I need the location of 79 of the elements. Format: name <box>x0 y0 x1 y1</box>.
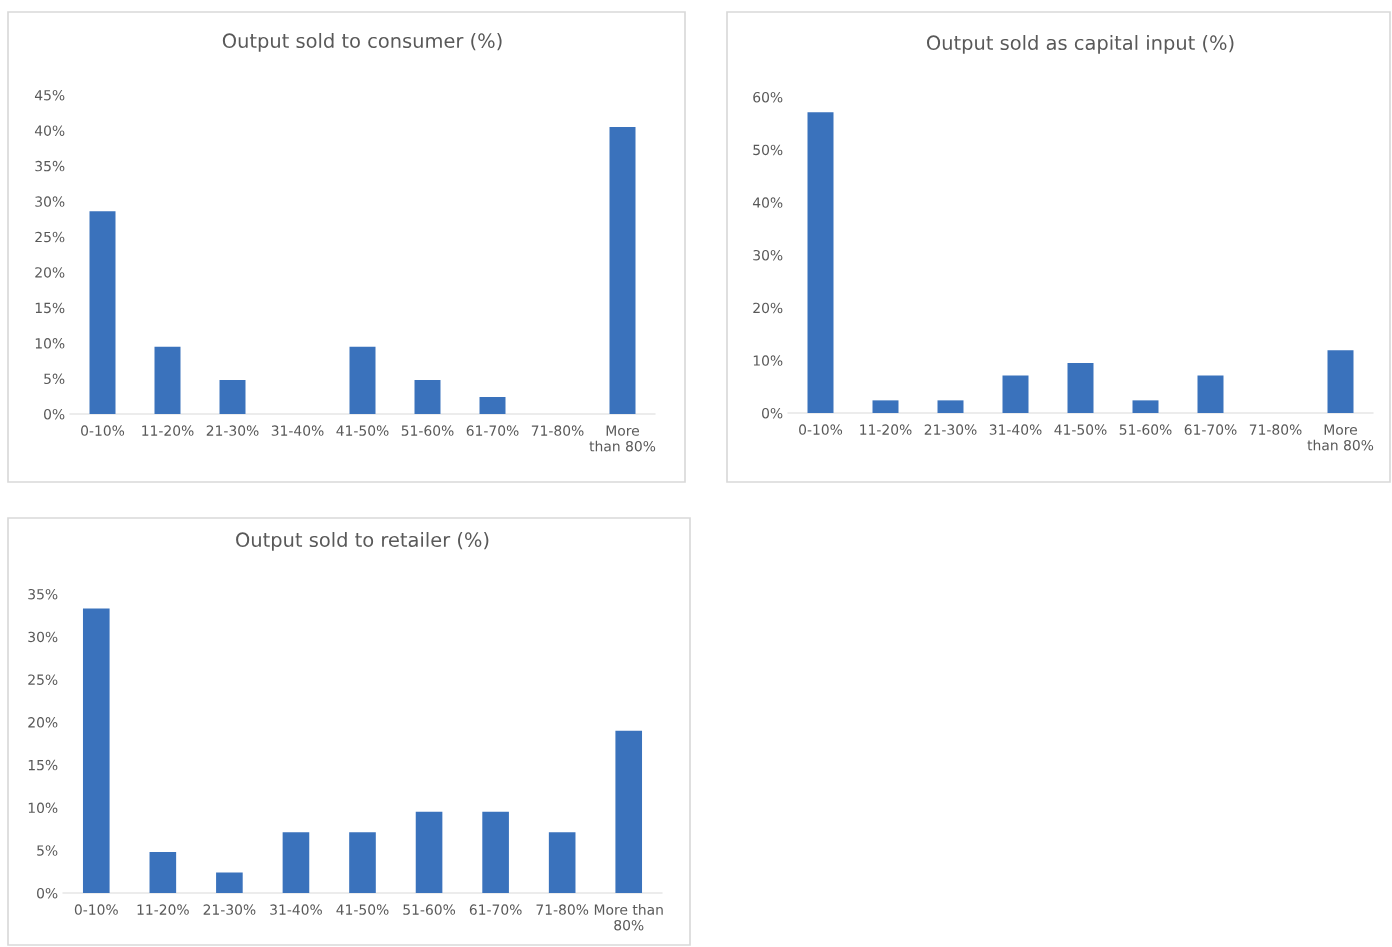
x-tick-label: 71-80% <box>1249 424 1302 435</box>
x-tick-label: 11-20% <box>860 424 912 435</box>
bar <box>1327 350 1354 413</box>
y-tick-label: 0% <box>44 408 65 420</box>
bar <box>609 126 636 414</box>
x-tick-label: 71-80% <box>531 425 584 436</box>
chart-title: Output sold to consumer (%) <box>222 33 502 52</box>
x-tick-label: 71-80% <box>536 904 589 915</box>
x-tick-label: 61-70% <box>469 904 522 915</box>
bar <box>149 851 177 893</box>
y-tick-label: 40% <box>752 197 783 208</box>
y-tick-label: 35% <box>28 588 58 600</box>
y-tick-label: 25% <box>35 231 65 243</box>
x-tick-label: 61-70% <box>466 425 519 436</box>
y-tick-label: 5% <box>37 845 58 856</box>
y-tick-label: 35% <box>35 160 65 172</box>
y-tick-label: 0% <box>762 407 783 419</box>
x-tick-label: 51-60% <box>403 904 456 915</box>
bar <box>479 396 506 414</box>
bar <box>349 832 376 893</box>
x-tick-label: 31-40% <box>270 904 322 915</box>
y-tick-label: 0% <box>37 887 58 899</box>
x-tick-label: More than 80% <box>594 904 663 931</box>
x-tick-label: More than 80% <box>1307 424 1374 451</box>
x-tick-label: 61-70% <box>1184 424 1237 435</box>
chart-title: Output sold as capital input (%) <box>926 35 1234 54</box>
y-tick-label: 40% <box>34 125 65 136</box>
x-tick-label: 41-50% <box>1054 424 1107 435</box>
bar <box>872 400 899 413</box>
x-tick-label: 0-10% <box>81 425 125 436</box>
x-tick-label: 51-60% <box>1119 424 1172 435</box>
x-tick-label: More than 80% <box>589 425 656 452</box>
x-tick-label: 0-10% <box>74 904 118 915</box>
bar <box>548 832 576 893</box>
bar <box>1002 375 1029 413</box>
x-tick-label: 31-40% <box>271 425 324 436</box>
bar <box>219 379 246 414</box>
y-tick-label: 30% <box>35 196 65 207</box>
bar <box>82 608 110 893</box>
x-tick-label: 11-20% <box>137 904 189 915</box>
y-tick-label: 30% <box>28 631 58 643</box>
bar <box>482 811 509 893</box>
y-tick-label: 10% <box>28 802 58 814</box>
bar <box>89 211 116 414</box>
bar <box>1132 400 1159 413</box>
x-tick-label: 41-50% <box>336 425 389 436</box>
bar <box>615 730 643 893</box>
y-tick-label: 25% <box>28 674 58 685</box>
y-tick-label: 20% <box>28 717 58 728</box>
bar <box>415 811 443 893</box>
x-tick-label: 21-30% <box>206 425 259 436</box>
y-tick-label: 15% <box>28 759 58 771</box>
y-tick-label: 5% <box>44 373 65 385</box>
x-tick-label: 31-40% <box>989 424 1042 435</box>
y-tick-label: 45% <box>34 89 65 101</box>
bar <box>349 346 376 414</box>
y-tick-label: 60% <box>753 91 783 103</box>
bar <box>282 832 310 893</box>
x-tick-label: 21-30% <box>924 424 977 435</box>
x-tick-label: 11-20% <box>142 425 194 436</box>
bar <box>414 379 441 414</box>
bar <box>807 112 834 413</box>
bar <box>216 872 243 893</box>
y-tick-label: 15% <box>35 302 65 314</box>
x-tick-label: 41-50% <box>336 904 389 915</box>
y-tick-label: 20% <box>35 267 65 278</box>
y-tick-label: 20% <box>753 302 783 314</box>
y-tick-label: 10% <box>753 355 783 366</box>
bar <box>154 346 181 414</box>
bar <box>1067 362 1094 413</box>
bar <box>937 400 964 413</box>
x-tick-label: 21-30% <box>203 904 256 915</box>
y-tick-label: 10% <box>35 338 65 349</box>
y-tick-label: 30% <box>753 249 783 261</box>
x-tick-label: 51-60% <box>401 425 454 436</box>
x-tick-label: 0-10% <box>799 424 843 435</box>
bar <box>1197 375 1224 413</box>
y-tick-label: 50% <box>753 144 783 156</box>
chart-title: Output sold to retailer (%) <box>236 532 489 551</box>
